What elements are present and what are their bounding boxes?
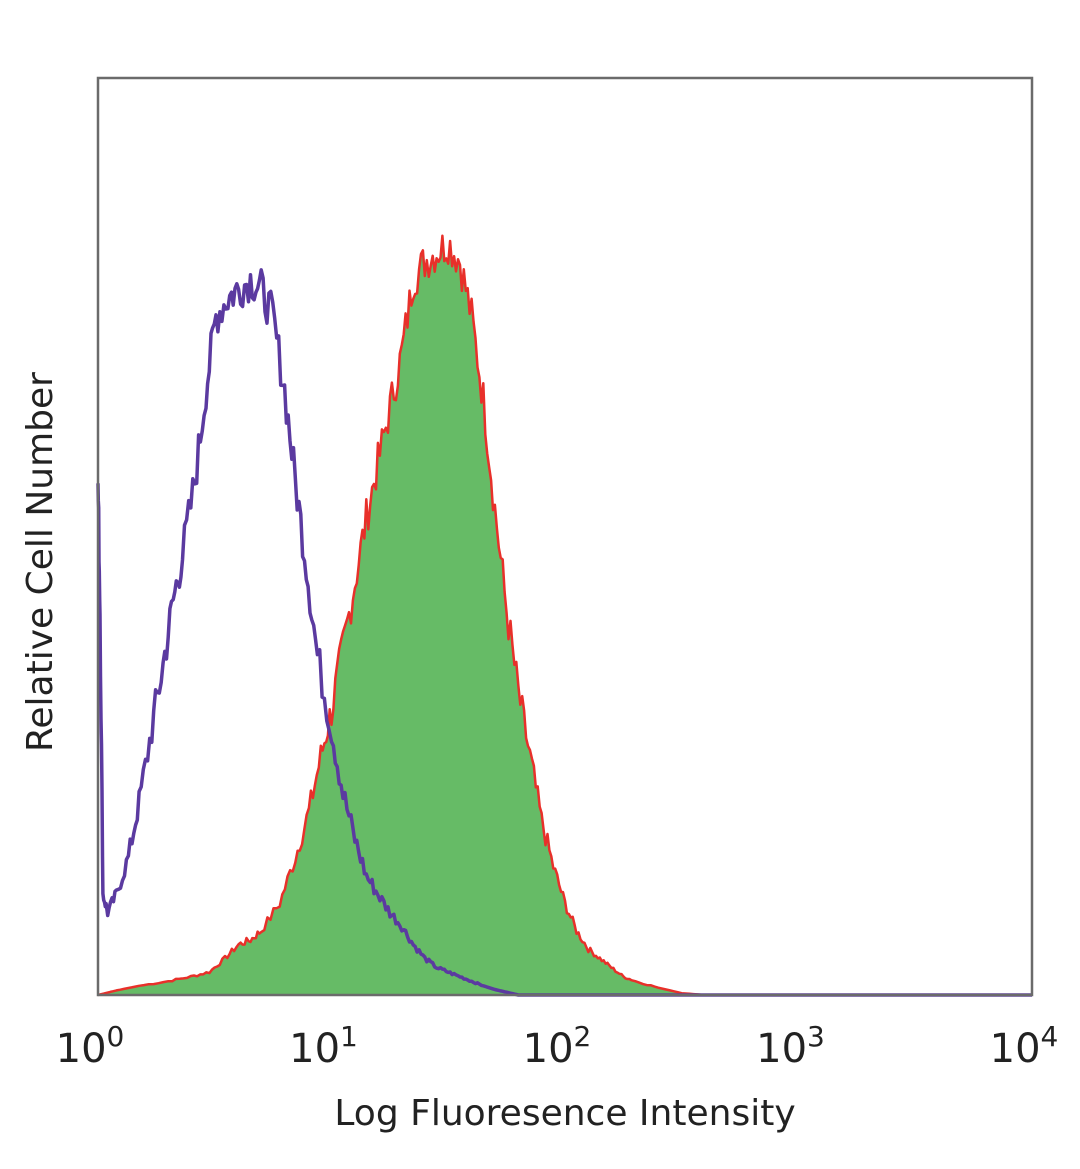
- histogram-series-1-line: [97, 234, 1032, 997]
- x-tick-base: 10: [523, 1026, 574, 1072]
- plot-area: [96, 234, 1032, 997]
- x-tick-label: 103: [756, 1020, 825, 1072]
- x-tick-base: 10: [289, 1026, 340, 1072]
- x-tick-label: 101: [289, 1020, 358, 1072]
- histogram-series-0-line: [96, 268, 1032, 997]
- x-tick-label: 104: [990, 1020, 1059, 1072]
- x-tick-label: 102: [523, 1020, 592, 1072]
- x-tick-labels: 100 101 102 103 104: [56, 1020, 1059, 1072]
- histogram-series-1-fill: [98, 235, 1032, 995]
- x-tick-base: 10: [756, 1026, 807, 1072]
- x-tick-label: 100: [56, 1020, 125, 1072]
- x-tick-exponent: 4: [1041, 1020, 1059, 1053]
- x-tick-exponent: 0: [107, 1020, 125, 1053]
- x-tick-base: 10: [56, 1026, 107, 1072]
- x-tick-exponent: 2: [574, 1020, 592, 1053]
- x-tick-exponent: 1: [340, 1020, 358, 1053]
- y-axis-title: Relative Cell Number: [20, 372, 61, 752]
- x-axis-title: Log Fluoresence Intensity: [334, 1093, 795, 1134]
- plot-frame: [96, 76, 1034, 997]
- x-tick-exponent: 3: [807, 1020, 825, 1053]
- x-tick-base: 10: [990, 1026, 1041, 1072]
